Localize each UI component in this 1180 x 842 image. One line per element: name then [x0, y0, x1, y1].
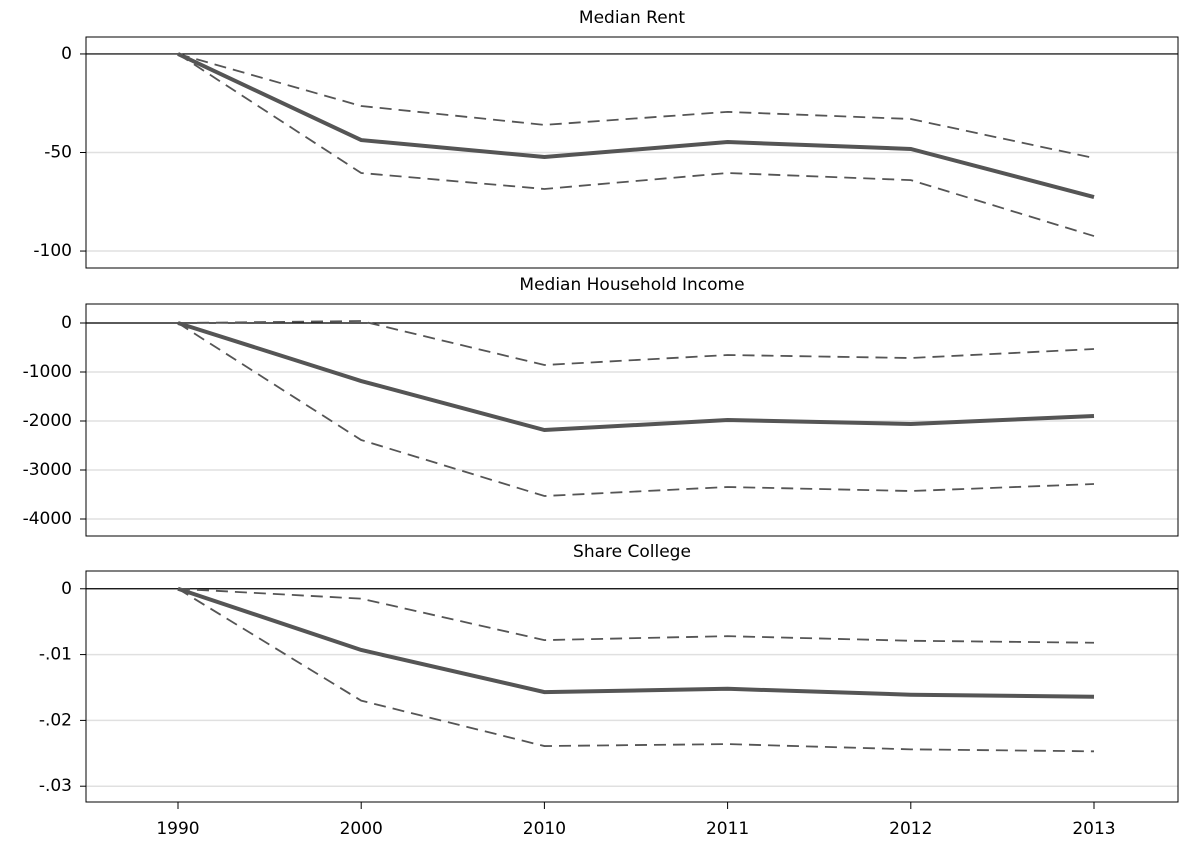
line-series — [177, 588, 1095, 753]
y-tick-label: 0 — [61, 44, 72, 64]
panel-title: Share College — [573, 542, 691, 562]
x-tick-label: 2013 — [1072, 819, 1115, 839]
y-tick-label: 0 — [61, 313, 72, 333]
y-tick-label: -100 — [33, 241, 72, 261]
line-series — [177, 586, 1095, 699]
line-series — [177, 322, 1095, 497]
y-tick-label: -.01 — [39, 645, 72, 665]
y-tick-label: -1000 — [23, 362, 72, 382]
line-series — [177, 53, 1095, 237]
line-series — [177, 52, 1095, 199]
y-tick-label: -50 — [44, 143, 72, 163]
y-tick-label: -.02 — [39, 710, 72, 730]
x-tick-label: 1990 — [156, 819, 199, 839]
y-tick-label: -2000 — [23, 411, 72, 431]
line-series — [177, 321, 1095, 433]
plot-frame — [85, 303, 1179, 537]
plot-frame — [85, 570, 1179, 803]
y-tick-label: -4000 — [23, 509, 72, 529]
y-tick-label: -3000 — [23, 460, 72, 480]
plot-frame — [85, 36, 1179, 269]
x-tick-label: 2012 — [889, 819, 932, 839]
panel-title: Median Rent — [579, 8, 686, 28]
panel-title: Median Household Income — [519, 275, 744, 295]
y-tick-label: 0 — [61, 579, 72, 599]
y-tick-label: -.03 — [39, 776, 72, 796]
line-series — [177, 587, 1095, 644]
line-series — [177, 53, 1095, 159]
x-tick-label: 2000 — [340, 819, 383, 839]
x-tick-label: 2011 — [706, 819, 749, 839]
line-series — [177, 320, 1095, 366]
x-tick-label: 2010 — [523, 819, 566, 839]
